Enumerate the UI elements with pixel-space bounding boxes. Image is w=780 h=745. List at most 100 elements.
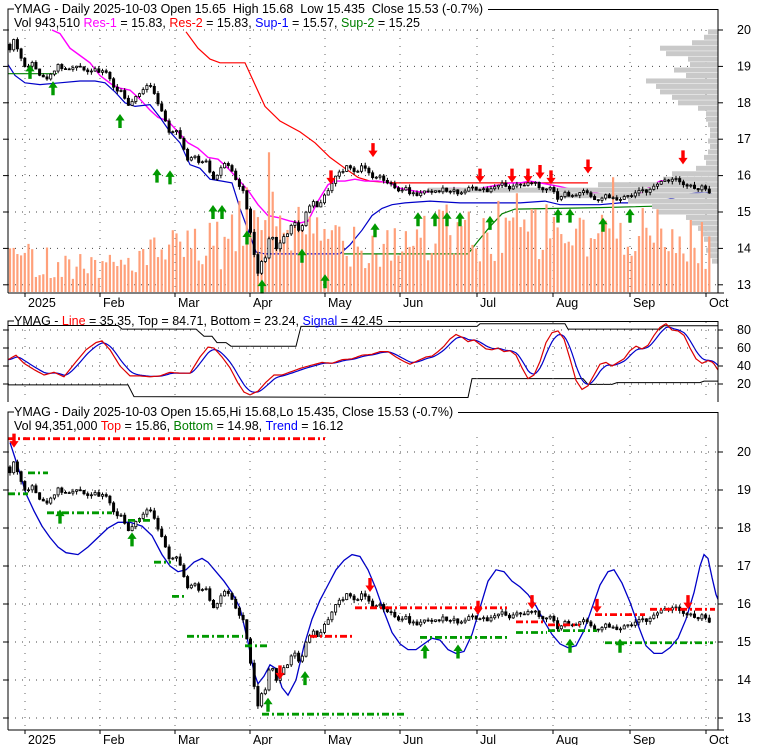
osc-bottom-band — [8, 378, 718, 398]
svg-text:20: 20 — [737, 377, 751, 391]
svg-text:Mar: Mar — [178, 733, 200, 745]
svg-text:May: May — [328, 296, 352, 310]
buy-arrow-icon — [598, 217, 608, 232]
bottom-frame: 20 19 18 17 16 15 14 13 2025 Feb Mar Apr May Jun Jul Au… — [3, 411, 751, 745]
res2-value: = 15.83, — [202, 16, 256, 30]
panel1-header: YMAG - Daily 2025-10-03 Open 15.65 High … — [14, 2, 718, 30]
sell-arrow-icon — [275, 665, 285, 680]
sell-arrow-icon — [678, 150, 688, 165]
buy-arrow-icon — [615, 638, 625, 653]
svg-text:May: May — [328, 733, 352, 745]
svg-text:Aug: Aug — [556, 733, 578, 745]
svg-text:19: 19 — [737, 59, 751, 73]
level-lines — [8, 437, 715, 716]
buy-arrow-icon — [263, 697, 273, 712]
sell-arrow-icon — [527, 595, 537, 610]
buy-arrow-icon — [442, 212, 452, 227]
panel1-volume: Vol 943,510 — [14, 16, 84, 30]
svg-text:17: 17 — [737, 132, 751, 146]
top-panel — [7, 29, 713, 255]
sell-arrow-icon — [592, 598, 602, 613]
res2-line — [185, 31, 588, 184]
osc-line — [7, 322, 719, 396]
sup2-label: Sup-2 — [341, 16, 375, 30]
svg-text:Apr: Apr — [253, 296, 272, 310]
buy-arrow-icon — [430, 212, 440, 227]
top-frame: 20 19 18 17 16 15 14 13 2025 Feb Mar Apr May Jun Jul Au… — [3, 8, 751, 310]
res1-value: = 15.83, — [116, 16, 170, 30]
panel1-subtitle-row: Vol 943,510 Res-1 = 15.83, Res-2 = 15.83… — [14, 16, 718, 30]
svg-text:Feb: Feb — [103, 296, 125, 310]
top-label: Top — [100, 419, 122, 433]
svg-text:14: 14 — [737, 241, 751, 255]
volume-bars — [8, 152, 711, 292]
top-price-gridlines — [8, 29, 718, 286]
buy-arrow-icon — [455, 212, 465, 227]
top-signal-arrows — [25, 64, 688, 294]
svg-text:20: 20 — [737, 23, 751, 37]
buy-arrow-icon — [300, 671, 310, 686]
panel3-volume: Vol 94,351,000 — [14, 419, 101, 433]
svg-text:13: 13 — [737, 278, 751, 292]
panel3-title-rule — [458, 411, 718, 413]
osc-signal-label: Signal — [302, 314, 338, 328]
svg-text:2025: 2025 — [28, 733, 56, 745]
svg-text:Apr: Apr — [253, 733, 272, 745]
buy-arrow-icon — [127, 532, 137, 547]
sell-arrow-icon — [365, 578, 375, 592]
res1-label: Res-1 — [83, 16, 117, 30]
svg-text:13: 13 — [737, 711, 751, 725]
volume-profile — [428, 29, 718, 264]
bottom-candles — [8, 459, 711, 709]
svg-text:19: 19 — [737, 483, 751, 497]
svg-text:Jul: Jul — [480, 296, 496, 310]
panel3-header: YMAG - Daily 2025-10-03 Open 15.65,Hi 15… — [14, 405, 718, 433]
svg-text:15: 15 — [737, 205, 751, 219]
oscillator-panel — [7, 322, 719, 398]
sell-arrow-icon — [473, 600, 483, 615]
panel2-title-rule — [387, 320, 718, 322]
svg-text:15: 15 — [737, 635, 751, 649]
svg-text:Sep: Sep — [633, 296, 655, 310]
panel2-header: YMAG - Line = 35.35, Top = 84.71, Bottom… — [14, 314, 718, 328]
trend-line — [9, 442, 719, 697]
sell-arrow-icon — [683, 595, 693, 610]
svg-text:Feb: Feb — [103, 733, 125, 745]
osc-top-band — [8, 323, 718, 347]
buy-arrow-icon — [165, 170, 175, 185]
svg-text:16: 16 — [737, 169, 751, 183]
panel3-subtitle-row: Vol 94,351,000 Top = 15.86, Bottom = 14.… — [14, 419, 718, 433]
sup1-value: = 15.57, — [288, 16, 342, 30]
svg-text:Mar: Mar — [178, 296, 200, 310]
buy-arrow-icon — [55, 509, 65, 524]
bottom-value: = 14.98, — [213, 419, 266, 433]
sell-arrow-icon — [9, 433, 19, 448]
buy-arrow-icon — [420, 644, 430, 659]
buy-arrow-icon — [565, 638, 575, 653]
svg-text:18: 18 — [737, 96, 751, 110]
buy-arrow-icon — [25, 64, 35, 79]
bottom-price-gridlines — [8, 451, 718, 719]
sell-arrow-icon — [475, 168, 485, 183]
buy-arrow-icon — [553, 208, 563, 223]
panel1-title: YMAG - Daily 2025-10-03 Open 15.65 High … — [14, 2, 484, 16]
svg-text:2025: 2025 — [28, 296, 56, 310]
sup1-label: Sup-1 — [255, 16, 289, 30]
res2-label: Res-2 — [169, 16, 203, 30]
panel3-title: YMAG - Daily 2025-10-03 Open 15.65,Hi 15… — [14, 405, 454, 419]
svg-text:Jul: Jul — [480, 733, 496, 745]
buy-arrow-icon — [413, 212, 423, 227]
trend-label: Trend — [265, 419, 298, 433]
svg-text:16: 16 — [737, 597, 751, 611]
trend-value: = 16.12 — [297, 419, 344, 433]
buy-arrow-icon — [242, 230, 252, 245]
svg-text:Oct: Oct — [709, 733, 729, 745]
svg-text:Oct: Oct — [709, 296, 729, 310]
buy-arrow-icon — [565, 208, 575, 223]
osc-signal-value: = 42.45 — [337, 314, 383, 328]
osc-values: = 35.35, Top = 84.71, Bottom = 23.24, — [85, 314, 303, 328]
sell-arrow-icon — [523, 168, 533, 183]
bottom-label: Bottom — [173, 419, 214, 433]
